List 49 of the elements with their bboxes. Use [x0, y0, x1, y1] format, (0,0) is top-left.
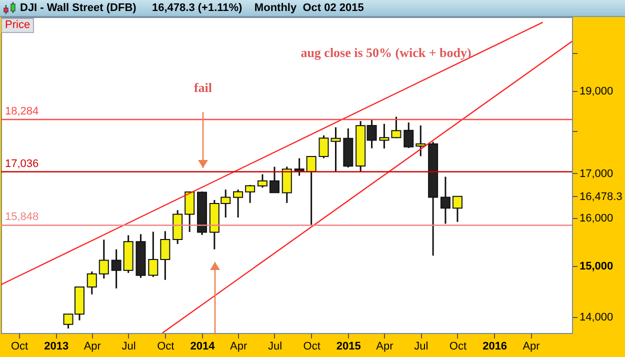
candlestick — [233, 188, 244, 218]
candlestick — [282, 166, 292, 204]
candlestick — [245, 184, 256, 204]
y-tick-label: 14,000 — [580, 311, 614, 324]
candlestick — [148, 230, 158, 278]
x-tick-label: 2016 — [482, 340, 508, 352]
candlestick — [416, 124, 426, 157]
candlestick — [86, 270, 97, 296]
x-tick-label: Oct — [10, 340, 28, 352]
annotation: fail — [194, 80, 212, 95]
candlestick — [98, 238, 109, 280]
candlestick — [257, 174, 268, 188]
ref-line-label: 15,848 — [5, 211, 39, 224]
x-tick-label: Oct — [303, 340, 320, 352]
candlestick — [404, 122, 414, 149]
ref-line-label: 18,284 — [5, 105, 39, 118]
x-tick-label: Jul — [414, 340, 428, 352]
x-tick-label: Oct — [449, 340, 467, 352]
candlestick — [160, 230, 170, 281]
x-tick-label: Jul — [268, 340, 282, 352]
candlestick — [318, 134, 329, 159]
candlestick — [440, 176, 450, 225]
y-axis-title: Price — [1, 18, 34, 33]
candlestick — [184, 190, 195, 233]
chart-title: DJI - Wall Street (DFB) — [20, 1, 136, 16]
candlestick — [306, 156, 316, 226]
x-tick-label: Oct — [157, 340, 174, 352]
annotation: aug close is 50% (wick + body) — [300, 45, 472, 60]
x-tick-label: 2015 — [336, 340, 361, 352]
x-tick-label: Apr — [522, 340, 540, 352]
x-tick-label: 2014 — [190, 340, 216, 352]
x-tick-label: Apr — [376, 340, 394, 352]
x-tick-label: 2013 — [44, 340, 69, 352]
candlestick — [452, 196, 462, 223]
candlestick — [391, 116, 402, 139]
chart-subtitle: 16,478.3 (+1.11%) Monthly Oct 02 2015 — [152, 1, 364, 16]
x-tick-label: Apr — [230, 340, 248, 352]
y-tick-label: 17,000 — [580, 168, 614, 180]
candlestick — [111, 248, 122, 290]
y-tick-label: 16,000 — [580, 212, 614, 225]
candlestick — [330, 126, 341, 172]
y-tick-label: 15,000 — [580, 260, 614, 272]
x-tick-label: Jul — [122, 340, 136, 352]
candlestick — [269, 166, 280, 194]
y-tick-label: 19,000 — [580, 86, 614, 98]
y-tick-label: 16,478.3 — [580, 190, 622, 203]
x-tick-label: Apr — [84, 340, 102, 352]
ref-line-label: 17,036 — [5, 158, 39, 170]
candlestick — [379, 123, 390, 150]
